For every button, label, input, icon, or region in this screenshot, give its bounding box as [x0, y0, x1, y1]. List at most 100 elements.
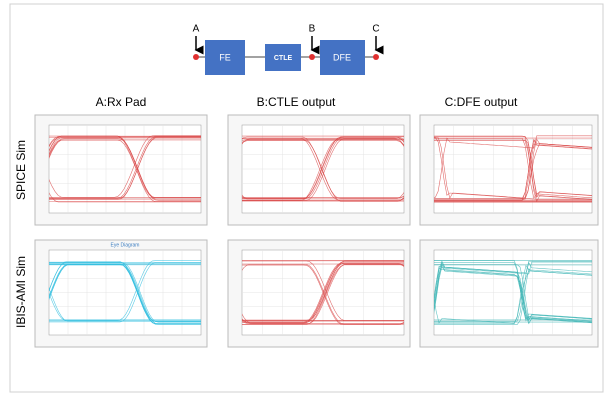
- eye-trace: [242, 264, 404, 325]
- eye-trace: [434, 265, 592, 324]
- probe-dot: [309, 54, 315, 60]
- eye-trace: [242, 136, 404, 199]
- eye-trace: [242, 263, 404, 324]
- eye-traces: [49, 135, 201, 203]
- eye-trace: [49, 136, 201, 199]
- eye-trace: [434, 135, 592, 198]
- eye-trace: [242, 263, 404, 267]
- eye-trace: [49, 139, 201, 159]
- eye-trace: [242, 320, 404, 321]
- eye-trace: [434, 139, 592, 200]
- eye-trace: [242, 137, 404, 147]
- eye-trace: [434, 261, 592, 321]
- eye-trace: [434, 260, 592, 322]
- eye-trace: [242, 261, 404, 322]
- eye-trace: [434, 139, 592, 201]
- block-label: FE: [219, 52, 231, 62]
- eye-trace: [242, 197, 404, 201]
- eye-trace: [434, 138, 592, 200]
- eye-trace: [434, 143, 592, 201]
- probe-label: B: [309, 24, 316, 35]
- eye-trace: [434, 260, 592, 261]
- eye-trace: [49, 201, 201, 202]
- eye-trace: [242, 260, 404, 262]
- eye-trace: [49, 138, 201, 201]
- eye-trace: [49, 136, 201, 147]
- row-label: SPICE Sim: [14, 140, 28, 200]
- eye-trace: [49, 260, 201, 321]
- eye-trace: [434, 262, 592, 322]
- eye-trace: [434, 264, 592, 323]
- eye-trace: [434, 260, 592, 300]
- eye-trace: [49, 137, 201, 200]
- eye-trace: [242, 195, 404, 198]
- eye-trace: [49, 264, 201, 300]
- eye-trace: [49, 135, 201, 153]
- probe-label: C: [372, 24, 379, 35]
- eye-traces: [49, 260, 201, 325]
- eye-trace: [242, 196, 404, 201]
- eye-trace: [434, 261, 592, 322]
- block-label: CTLE: [274, 55, 293, 62]
- eye-trace: [434, 264, 592, 324]
- ctle-block: [265, 44, 301, 71]
- eye-panel: Eye Diagram: [34, 239, 208, 348]
- eye-trace: [242, 320, 404, 324]
- eye-trace: [242, 323, 404, 325]
- eye-trace: [434, 321, 592, 323]
- eye-panel: [34, 114, 208, 226]
- eye-trace: [49, 263, 201, 264]
- eye-trace: [49, 135, 201, 198]
- probes: A B C: [193, 24, 384, 60]
- eye-trace: [434, 135, 592, 199]
- probe-dot: [193, 54, 199, 60]
- panels: Eye Diagram: [34, 114, 599, 348]
- eye-panel: [419, 114, 599, 226]
- eye-trace: [434, 260, 592, 320]
- eye-trace: [434, 319, 592, 321]
- eye-trace: [434, 138, 592, 199]
- eye-trace: [434, 136, 592, 196]
- eye-trace: [242, 195, 404, 199]
- eye-trace: [242, 138, 404, 145]
- eye-trace: [49, 262, 201, 323]
- eye-trace: [434, 137, 592, 199]
- probe-label: A: [193, 24, 200, 35]
- eye-trace: [242, 136, 404, 199]
- eye-trace: [242, 139, 404, 147]
- eye-panel: [419, 239, 599, 348]
- eye-trace: [434, 261, 592, 313]
- column-header: A:Rx Pad: [96, 95, 147, 109]
- dfe-block: [320, 40, 365, 75]
- row-label: IBIS-AMI Sim: [14, 256, 28, 328]
- eye-traces: [434, 260, 592, 325]
- eye-trace: [49, 178, 201, 198]
- eye-panel: [227, 114, 411, 226]
- eye-trace: [242, 262, 404, 323]
- eye-panel: [227, 239, 411, 348]
- eye-trace: [49, 264, 201, 325]
- eye-traces: [242, 260, 404, 325]
- eye-trace: [49, 137, 201, 138]
- eye-trace: [242, 264, 404, 325]
- eye-trace: [434, 137, 592, 139]
- eye-traces: [434, 135, 592, 203]
- eye-trace: [434, 264, 592, 266]
- eye-trace: [434, 137, 592, 200]
- eye-trace: [242, 137, 404, 200]
- eye-trace: [49, 262, 201, 323]
- fe-block: [205, 40, 245, 75]
- column-header: C:DFE output: [445, 95, 518, 109]
- eye-traces: [242, 135, 404, 202]
- eye-trace: [242, 140, 404, 146]
- eye-trace: [49, 319, 201, 321]
- probe-dot: [373, 54, 379, 60]
- column-header: B:CTLE output: [257, 95, 336, 109]
- eye-trace: [434, 270, 592, 324]
- eye-trace: [49, 320, 201, 322]
- eye-trace: [434, 268, 592, 325]
- eye-trace: [242, 139, 404, 202]
- panel-title: Eye Diagram: [111, 242, 140, 248]
- eye-trace: [49, 263, 201, 324]
